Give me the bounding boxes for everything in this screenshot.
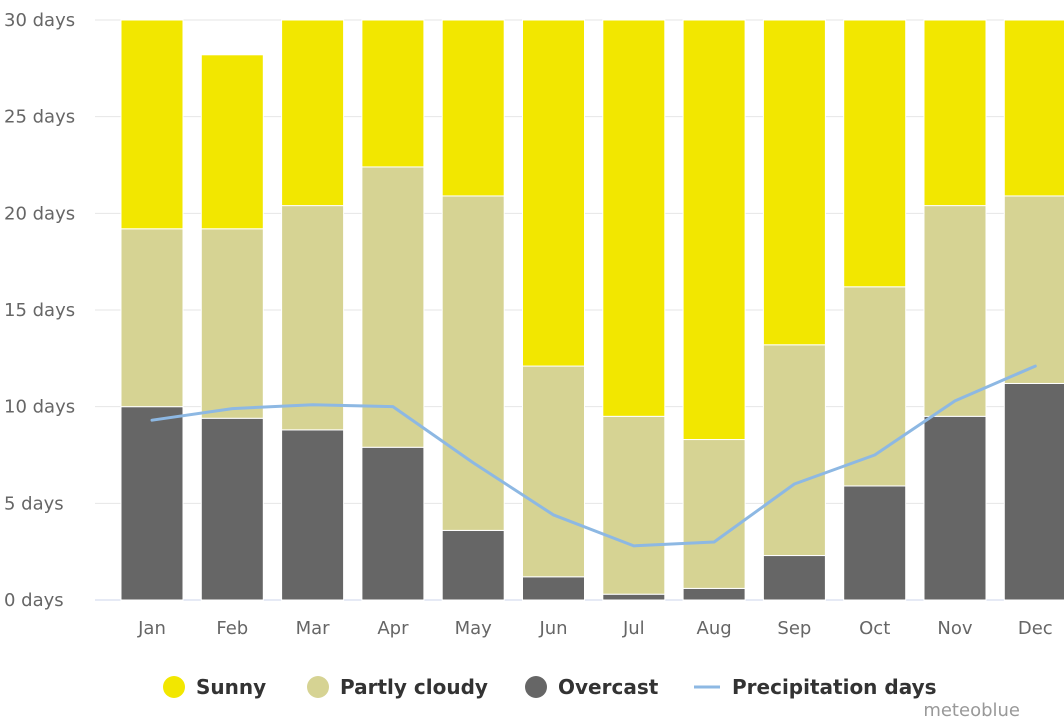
bar-partly-cloudy-may[interactable] bbox=[441, 195, 505, 531]
legend-item-overcast[interactable]: Overcast bbox=[525, 675, 659, 699]
bar-overcast-feb[interactable] bbox=[200, 417, 264, 601]
legend: Sunny Partly cloudy Overcast Precipitati… bbox=[163, 675, 937, 699]
y-tick-label: 10 days bbox=[4, 397, 75, 418]
legend-item-sunny[interactable]: Sunny bbox=[163, 675, 266, 699]
x-axis: Jan Feb Mar Apr May Jun Jul Aug Sep Oct Nov Dec bbox=[137, 618, 1053, 639]
legend-marker-partly-cloudy bbox=[307, 676, 329, 698]
bar-sunny-jan[interactable] bbox=[120, 19, 184, 230]
y-tick-label: 25 days bbox=[4, 107, 75, 128]
bar-overcast-jul[interactable] bbox=[602, 593, 666, 601]
legend-label-partly-cloudy: Partly cloudy bbox=[340, 675, 488, 699]
bar-overcast-dec[interactable] bbox=[1003, 382, 1064, 601]
x-tick-label-apr: Apr bbox=[377, 618, 409, 639]
bar-overcast-mar[interactable] bbox=[281, 429, 345, 601]
bar-partly-cloudy-sep[interactable] bbox=[762, 344, 826, 557]
x-tick-label-mar: Mar bbox=[296, 618, 331, 639]
bar-sunny-jun[interactable] bbox=[522, 19, 585, 367]
x-tick-label-oct: Oct bbox=[859, 618, 890, 639]
bar-partly-cloudy-aug[interactable] bbox=[682, 439, 746, 589]
bar-overcast-nov[interactable] bbox=[923, 415, 987, 601]
bar-sunny-aug[interactable] bbox=[682, 19, 746, 441]
x-tick-label-jun: Jun bbox=[538, 618, 567, 639]
bar-sunny-apr[interactable] bbox=[361, 19, 425, 168]
bar-sunny-dec[interactable] bbox=[1003, 19, 1064, 197]
precipitation-days-line[interactable] bbox=[150, 364, 1037, 548]
x-tick-label-feb: Feb bbox=[216, 618, 248, 639]
bar-sunny-feb[interactable] bbox=[200, 54, 264, 230]
legend-label-sunny: Sunny bbox=[196, 675, 266, 699]
bar-partly-cloudy-feb[interactable] bbox=[200, 228, 264, 419]
bar-overcast-apr[interactable] bbox=[361, 446, 425, 601]
y-tick-label: 30 days bbox=[4, 10, 75, 31]
x-tick-label-nov: Nov bbox=[937, 618, 972, 639]
y-tick-label: 5 days bbox=[4, 493, 64, 514]
bar-overcast-sep[interactable] bbox=[762, 555, 826, 601]
bar-partly-cloudy-nov[interactable] bbox=[923, 205, 987, 417]
y-tick-label: 0 days bbox=[4, 590, 64, 611]
legend-marker-overcast bbox=[525, 676, 547, 698]
legend-item-partly-cloudy[interactable]: Partly cloudy bbox=[307, 675, 488, 699]
bar-partly-cloudy-jul[interactable] bbox=[602, 415, 666, 595]
bar-sunny-oct[interactable] bbox=[843, 19, 907, 288]
x-tick-label-sep: Sep bbox=[777, 618, 811, 639]
bar-partly-cloudy-jan[interactable] bbox=[120, 228, 184, 408]
bar-overcast-aug[interactable] bbox=[682, 587, 746, 601]
legend-label-precipitation-days: Precipitation days bbox=[732, 675, 937, 699]
x-tick-label-jul: Jul bbox=[622, 618, 645, 639]
legend-item-precipitation-days[interactable]: Precipitation days bbox=[694, 675, 937, 699]
x-tick-label-may: May bbox=[455, 618, 493, 639]
bars-layer bbox=[120, 19, 1064, 601]
bar-partly-cloudy-apr[interactable] bbox=[361, 166, 425, 448]
x-tick-label-aug: Aug bbox=[697, 618, 732, 639]
legend-label-overcast: Overcast bbox=[558, 675, 659, 699]
y-axis: 0 days 5 days 10 days 15 days 20 days 25 days… bbox=[4, 10, 75, 611]
bar-partly-cloudy-dec[interactable] bbox=[1003, 195, 1064, 384]
x-tick-label-dec: Dec bbox=[1018, 618, 1053, 639]
bar-overcast-jun[interactable] bbox=[522, 576, 585, 601]
bar-sunny-jul[interactable] bbox=[602, 19, 666, 417]
bar-partly-cloudy-jun[interactable] bbox=[522, 365, 585, 578]
bar-sunny-sep[interactable] bbox=[762, 19, 826, 346]
bar-partly-cloudy-mar[interactable] bbox=[281, 205, 345, 431]
legend-marker-sunny bbox=[163, 676, 185, 698]
bar-overcast-oct[interactable] bbox=[843, 485, 907, 601]
y-tick-label: 20 days bbox=[4, 203, 75, 224]
x-tick-label-jan: Jan bbox=[137, 618, 166, 639]
bar-sunny-nov[interactable] bbox=[923, 19, 987, 207]
credit-meteoblue[interactable]: meteoblue bbox=[923, 700, 1020, 721]
bar-overcast-may[interactable] bbox=[441, 529, 505, 601]
bar-sunny-may[interactable] bbox=[441, 19, 505, 197]
bar-overcast-jan[interactable] bbox=[120, 406, 184, 601]
precipitation-line-layer bbox=[150, 364, 1037, 548]
y-tick-label: 15 days bbox=[4, 300, 75, 321]
bar-partly-cloudy-oct[interactable] bbox=[843, 286, 907, 487]
bar-sunny-mar[interactable] bbox=[281, 19, 345, 207]
